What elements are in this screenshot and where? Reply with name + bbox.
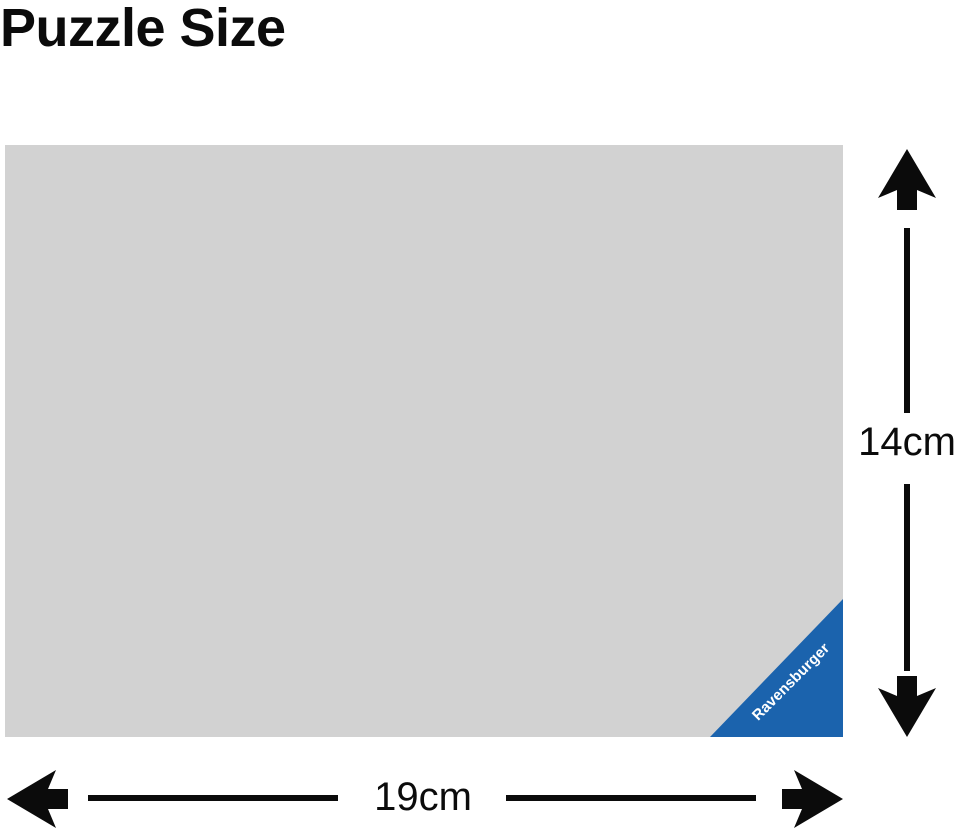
width-dimension-label: 19cm xyxy=(374,775,472,819)
width-dimension-line-right xyxy=(506,795,756,801)
ravensburger-corner-flag: Ravensburger xyxy=(710,599,843,737)
puzzle-preview-box: Ravensburger xyxy=(5,145,843,737)
arrow-right-icon xyxy=(782,770,843,828)
brand-flag-triangle xyxy=(710,599,843,737)
arrow-left-icon xyxy=(7,770,68,828)
height-dimension-line-upper xyxy=(904,228,910,413)
page-title: Puzzle Size xyxy=(0,0,286,58)
height-dimension-label: 14cm xyxy=(858,420,956,464)
arrow-up-icon xyxy=(878,149,936,210)
arrow-down-icon xyxy=(878,676,936,737)
width-dimension-line-left xyxy=(88,795,338,801)
height-dimension-line-lower xyxy=(904,484,910,671)
